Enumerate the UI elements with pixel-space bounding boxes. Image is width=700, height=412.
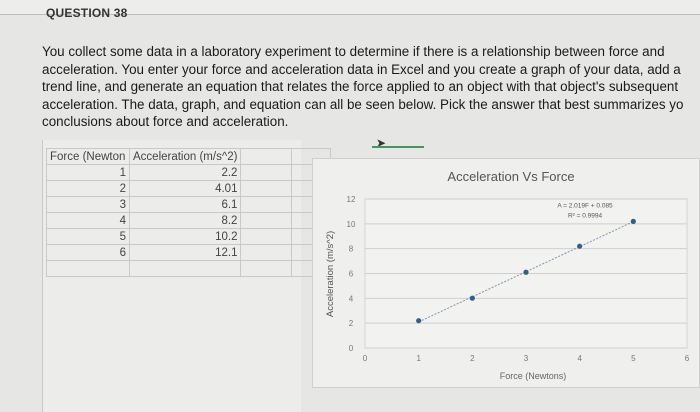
y-tick-label: 4 [349,294,354,303]
mouse-cursor-icon: ➤ [376,136,387,150]
question-line: conclusions about force and acceleration… [42,114,289,129]
force-cell[interactable]: 3 [46,196,130,213]
x-tick-label: 1 [416,354,421,363]
cell[interactable] [240,180,293,197]
x-tick-label: 4 [577,354,582,363]
table-row: 4 8.2 [46,212,332,229]
y-tick-label: 0 [349,344,354,353]
selection-indicator [372,146,424,148]
cell[interactable] [240,212,293,229]
table-row: 2 4.01 [46,180,332,197]
question-line: You collect some data in a laboratory ex… [42,44,665,59]
cell[interactable] [240,244,293,261]
y-axis-label: Acceleration (m/s^2) [325,231,336,317]
header-acceleration[interactable]: Acceleration (m/s^2) [128,148,242,165]
data-table: Force (Newton Acceleration (m/s^2) 1 2.2 2… [46,148,332,277]
force-cell[interactable]: 6 [46,244,130,261]
y-tick-label: 6 [349,270,354,279]
question-line: acceleration. You enter your force and a… [42,61,681,77]
header-force[interactable]: Force (Newton [46,148,130,165]
force-cell[interactable]: 5 [46,228,130,245]
table-row: 6 12.1 [46,244,332,261]
force-cell[interactable]: 4 [46,212,130,229]
y-tick-label: 10 [347,220,356,229]
top-bar [0,0,700,15]
cell[interactable] [240,196,293,213]
x-tick-label: 0 [363,354,368,363]
force-cell[interactable]: 2 [46,180,130,197]
trendline [418,221,634,323]
chart[interactable]: Acceleration Vs Force Force (Newtons) Ac… [312,158,700,388]
question-line: acceleration. The data, graph, and equat… [42,96,684,112]
x-tick-label: 2 [470,354,475,363]
x-tick-label: 6 [685,354,690,363]
data-point [630,218,636,224]
y-tick-label: 2 [349,319,354,328]
table-row [46,260,332,277]
acceleration-cell[interactable]: 2.2 [128,164,242,181]
acceleration-cell[interactable]: 4.01 [128,180,242,197]
data-point [416,318,422,324]
cell[interactable] [240,260,293,277]
data-point [469,295,475,301]
chart-svg: Acceleration Vs Force Force (Newtons) Ac… [325,169,690,381]
trendline-equation: A = 2.019F + 0.085 [557,203,613,210]
table-row: 5 10.2 [46,228,332,245]
question-label: QUESTION 38 [46,6,128,20]
question-text: You collect some data in a laboratory ex… [42,43,696,131]
y-tick-label: 8 [349,245,354,254]
cell[interactable] [46,260,130,277]
y-tick-label: 12 [347,195,356,204]
question-line: trend line, and generate an equation tha… [42,79,679,94]
data-point [577,243,583,249]
cell[interactable] [240,164,293,181]
acceleration-cell[interactable]: 10.2 [128,228,242,245]
x-tick-label: 5 [631,354,636,363]
trendline-r2: R² = 0.9994 [568,213,603,220]
table-header-row: Force (Newton Acceleration (m/s^2) [46,148,332,165]
acceleration-cell[interactable]: 12.1 [128,244,242,261]
x-tick-label: 3 [524,354,529,363]
acceleration-cell[interactable]: 8.2 [128,212,242,229]
cell[interactable] [240,228,293,245]
cell[interactable] [128,260,242,277]
chart-title: Acceleration Vs Force [447,169,574,184]
cell[interactable] [240,148,293,165]
data-point [523,269,529,275]
acceleration-cell[interactable]: 6.1 [128,196,242,213]
x-axis-label: Force (Newtons) [500,371,567,381]
table-row: 3 6.1 [46,196,332,213]
force-cell[interactable]: 1 [46,164,130,181]
table-row: 1 2.2 [46,164,332,181]
